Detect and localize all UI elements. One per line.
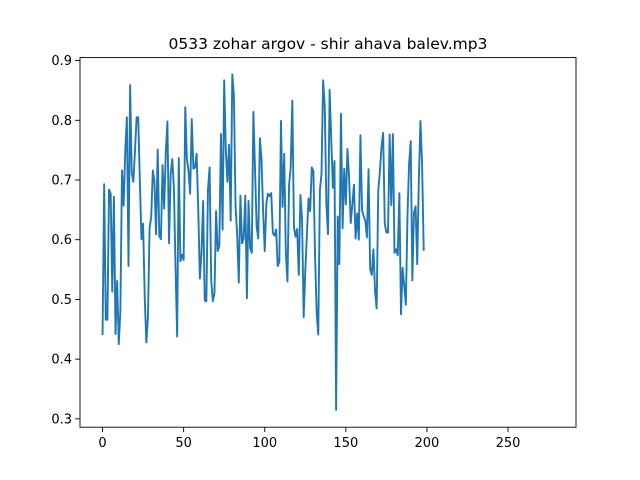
series-line: [101, 73, 425, 411]
y-tick-label: 0.9: [51, 54, 72, 69]
y-tick-label: 0.4: [51, 353, 72, 368]
x-tick-label: 150: [333, 436, 358, 451]
y-tick-label: 0.6: [51, 233, 72, 248]
x-tick-label: 250: [496, 436, 521, 451]
axes-frame: [79, 57, 577, 428]
x-axis: 0 50 100 150 200 250: [98, 427, 520, 451]
x-tick-label: 100: [252, 436, 277, 451]
y-tick-label: 0.5: [51, 293, 72, 308]
chart-title: 0533 zohar argov - shir ahava balev.mp3: [169, 35, 488, 53]
y-axis: 0.3 0.4 0.5 0.6 0.7 0.8 0.9: [51, 54, 80, 427]
x-tick-label: 200: [415, 436, 440, 451]
series-group: [101, 73, 425, 411]
y-tick-label: 0.7: [51, 174, 72, 189]
y-tick-label: 0.3: [51, 412, 72, 427]
x-tick-label: 0: [98, 436, 106, 451]
y-tick-label: 0.8: [51, 114, 72, 129]
x-tick-label: 50: [175, 436, 192, 451]
